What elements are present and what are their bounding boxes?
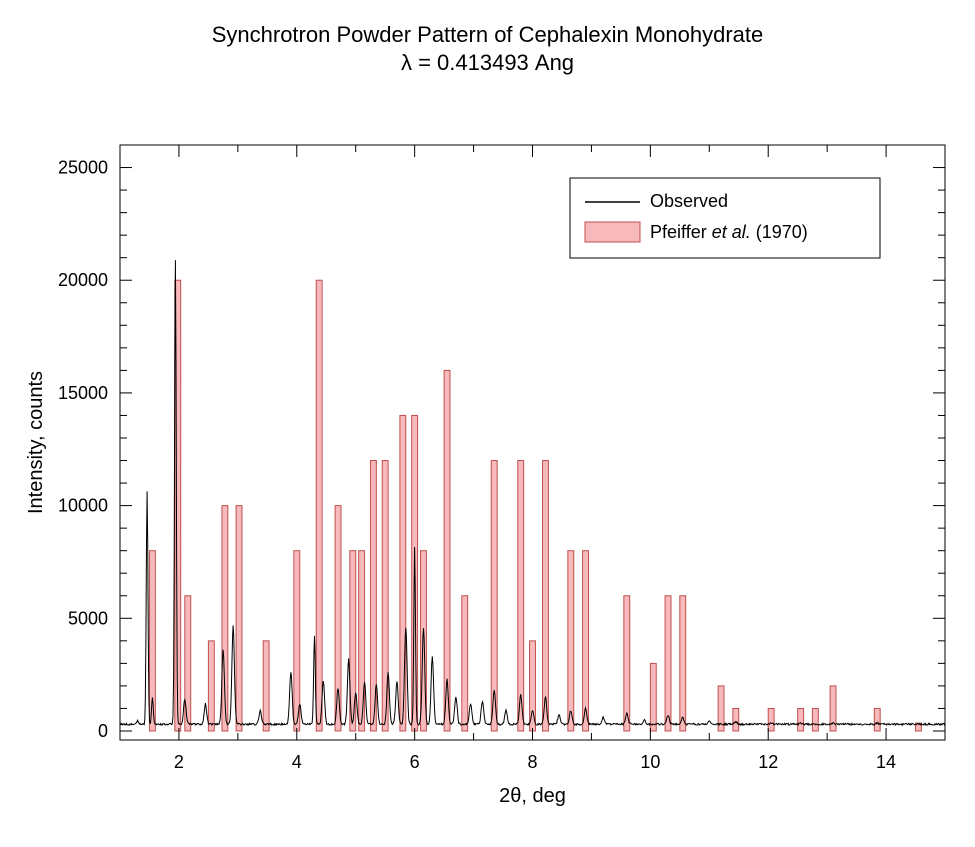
plot-svg: 2 4 6 8 10 12 14 2θ, deg 0 5000 10000 15000 20000 250…: [0, 0, 975, 847]
reference-bar: [236, 506, 242, 731]
y-tick-label: 20000: [58, 270, 108, 290]
reference-bar: [624, 596, 630, 731]
reference-bar: [798, 708, 804, 731]
legend-group: Observed Pfeiffer et al. (1970): [570, 178, 880, 258]
reference-bar: [733, 708, 739, 731]
reference-bar: [444, 370, 450, 731]
x-axis-label: 2θ, deg: [499, 785, 566, 807]
reference-bar: [335, 506, 341, 731]
chart-container: Synchrotron Powder Pattern of Cephalexin…: [0, 0, 975, 847]
x-tick-label: 2: [174, 752, 184, 772]
reference-bar: [583, 551, 589, 731]
x-tick-label: 10: [640, 752, 660, 772]
reference-bar: [316, 280, 322, 731]
chart-title-line1: Synchrotron Powder Pattern of Cephalexin…: [0, 22, 975, 48]
x-tick-label: 8: [527, 752, 537, 772]
reference-bar: [680, 596, 686, 731]
reference-bar: [149, 551, 155, 731]
reference-bar: [462, 596, 468, 731]
reference-bar: [359, 551, 365, 731]
reference-bar: [543, 461, 549, 731]
x-tick-label: 14: [876, 752, 896, 772]
x-tick-label: 6: [410, 752, 420, 772]
reference-bar: [294, 551, 300, 731]
legend-line-label: Observed: [650, 191, 728, 211]
x-tick-label: 4: [292, 752, 302, 772]
reference-bar: [874, 708, 880, 731]
y-tick-label: 10000: [58, 496, 108, 516]
y-tick-label: 5000: [68, 608, 108, 628]
legend-box: [570, 178, 880, 258]
reference-bar: [812, 708, 818, 731]
legend-bar-sample: [585, 222, 640, 242]
reference-bar: [400, 415, 406, 731]
reference-bar: [650, 663, 656, 731]
reference-bar: [185, 596, 191, 731]
bars-group: [149, 280, 921, 731]
reference-bar: [208, 641, 214, 731]
x-tick-label: 12: [758, 752, 778, 772]
reference-bar: [768, 708, 774, 731]
y-axis-label: Intensity, counts: [25, 371, 47, 514]
reference-bar: [568, 551, 574, 731]
y-tick-label: 25000: [58, 158, 108, 178]
reference-bar: [518, 461, 524, 731]
reference-bar: [263, 641, 269, 731]
y-tick-label: 15000: [58, 383, 108, 403]
y-tick-label: 0: [98, 721, 108, 741]
chart-title-line2: λ = 0.413493 Ang: [0, 50, 975, 76]
reference-bar: [665, 596, 671, 731]
legend-bar-label: Pfeiffer et al. (1970): [650, 222, 808, 242]
